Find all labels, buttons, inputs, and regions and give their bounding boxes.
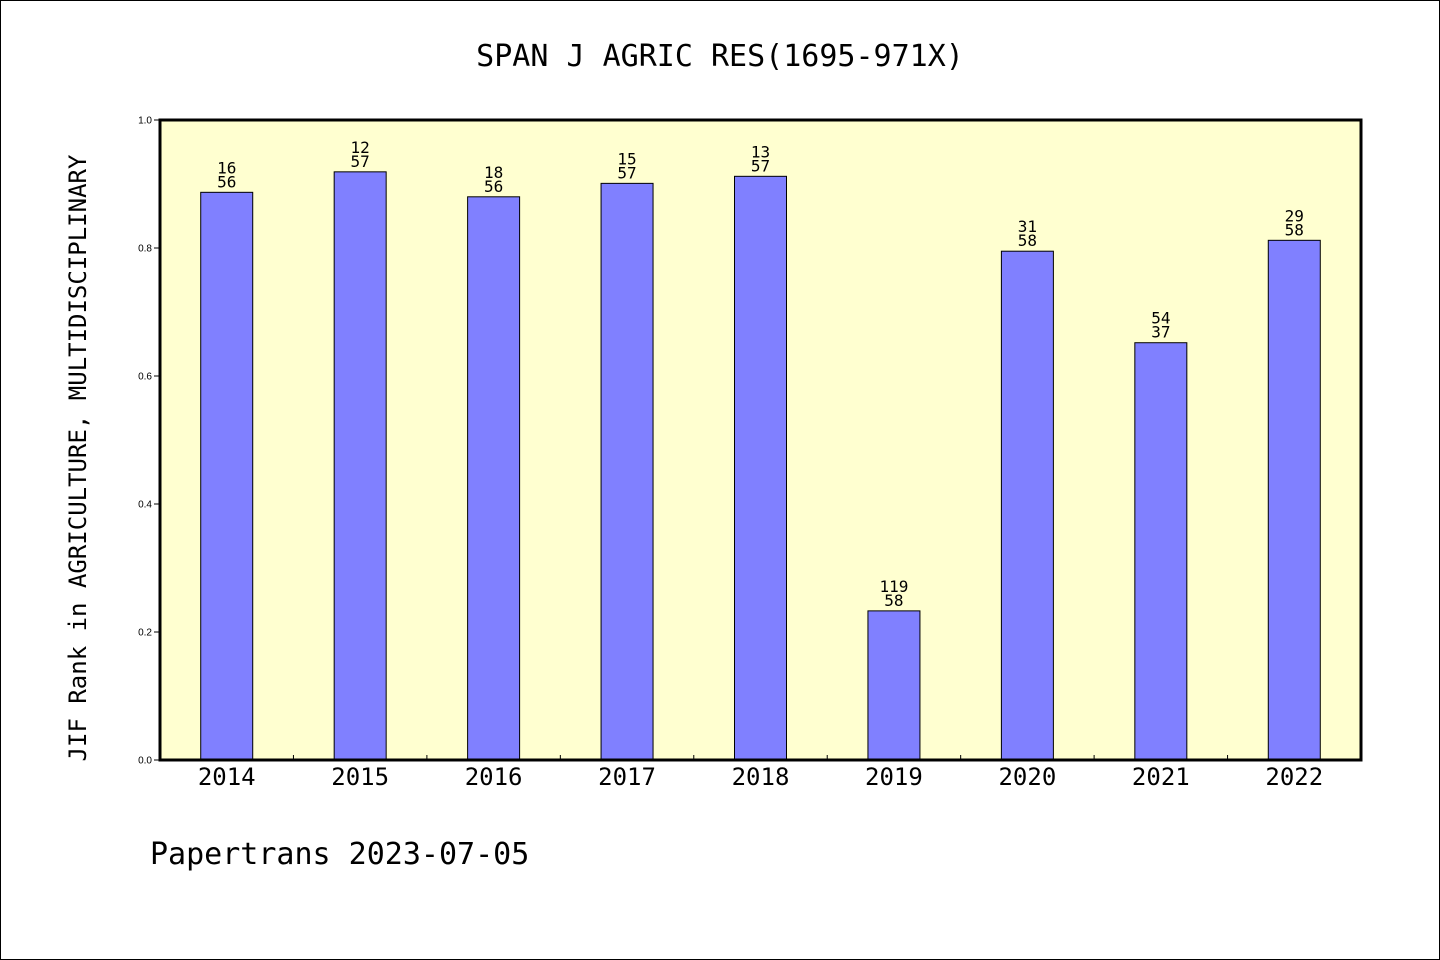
plot-border [158, 118, 1363, 762]
y-tick-label: 0.4 [138, 500, 152, 511]
bar-label-total: 37 [1151, 323, 1170, 342]
x-tick-label: 2019 [865, 763, 923, 791]
bar-label-rank: 31 [1018, 217, 1037, 236]
bar-label-rank: 54 [1151, 309, 1170, 328]
x-tick-label: 2020 [998, 763, 1056, 791]
bar-label-total: 58 [1285, 220, 1304, 239]
x-tick-label: 2021 [1132, 763, 1190, 791]
x-tick-label: 2014 [198, 763, 256, 791]
x-tick-label: 2018 [732, 763, 790, 791]
bar-2016 [467, 196, 521, 761]
x-tick-label: 2017 [598, 763, 656, 791]
bar-label-total: 57 [751, 156, 770, 175]
bar-2014 [200, 191, 254, 761]
bar-2021 [1134, 342, 1188, 761]
x-tick-label: 2022 [1265, 763, 1323, 791]
x-tick-label: 2016 [465, 763, 523, 791]
y-tick-label: 0.2 [138, 628, 152, 639]
bar-label-rank: 16 [217, 158, 236, 177]
bar-label-total: 57 [617, 163, 636, 182]
bar-2018 [734, 175, 787, 761]
bar-label-rank: 13 [751, 142, 770, 161]
y-tick-label: 0.6 [138, 372, 152, 383]
footer-text: Papertrans 2023-07-05 [150, 837, 529, 872]
bar-2020 [1000, 250, 1054, 761]
chart-title: SPAN J AGRIC RES(1695-971X) [476, 39, 964, 74]
bar-2022 [1267, 239, 1321, 761]
y-axis-label: JIF Rank in AGRICULTURE, MULTIDISCIPLINA… [64, 154, 92, 761]
y-tick-label: 0.8 [138, 244, 152, 255]
bar-label-rank: 12 [351, 138, 370, 157]
x-tick-label: 2015 [331, 763, 389, 791]
y-tick-label: 0.0 [138, 756, 152, 767]
bar-label-rank: 15 [617, 149, 636, 168]
bar-2017 [600, 182, 654, 761]
bar-label-rank: 29 [1285, 206, 1304, 225]
bar-label-rank: 18 [484, 163, 503, 182]
y-tick-label: 1.0 [138, 116, 152, 127]
bar-2015 [333, 171, 387, 761]
bar-label-total: 56 [217, 172, 236, 191]
bar-label-total: 57 [351, 152, 370, 171]
bar-label-total: 56 [484, 177, 503, 196]
bar-label-total: 58 [884, 591, 903, 610]
bar-label-total: 58 [1018, 231, 1037, 250]
bar-label-rank: 119 [879, 577, 908, 596]
bar-2019 [867, 610, 921, 761]
